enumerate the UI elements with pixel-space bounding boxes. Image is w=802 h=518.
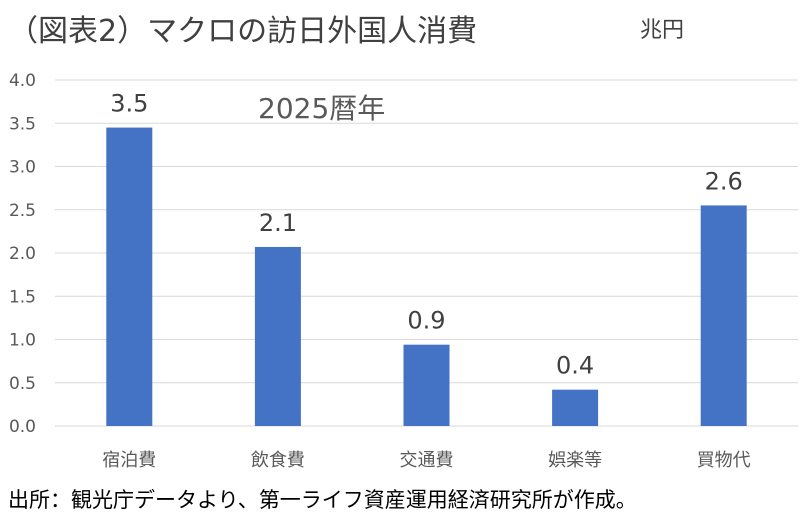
y-tick-label: 2.0 bbox=[9, 244, 36, 264]
bar bbox=[700, 205, 747, 426]
data-label: 0.9 bbox=[407, 307, 445, 335]
data-label: 0.4 bbox=[556, 352, 594, 380]
data-label: 2.1 bbox=[259, 209, 297, 237]
category-label: 宿泊費 bbox=[102, 450, 156, 471]
bar bbox=[552, 389, 599, 426]
bar bbox=[106, 127, 153, 426]
data-label: 2.6 bbox=[705, 167, 743, 195]
y-tick-label: 1.0 bbox=[9, 331, 36, 351]
category-label: 飲食費 bbox=[251, 450, 305, 471]
source-note: 出所：観光庁データより、第一ライフ資産運用経済研究所が作成。 bbox=[8, 488, 637, 512]
category-label: 娯楽等 bbox=[548, 450, 602, 471]
gridlines bbox=[55, 79, 798, 427]
y-tick-label: 3.0 bbox=[9, 158, 36, 178]
bars bbox=[106, 127, 747, 426]
category-label: 買物代 bbox=[697, 450, 751, 471]
y-tick-label: 4.0 bbox=[9, 71, 36, 91]
x-axis-categories: 宿泊費 飲食費 交通費 娯楽等 買物代 bbox=[102, 450, 750, 471]
bar-chart: 0.0 0.5 1.0 1.5 2.0 2.5 3.0 3.5 4.0 3.5 2.1 0.9 0.4… bbox=[9, 71, 798, 471]
unit-label: 兆円 bbox=[640, 18, 685, 43]
category-label: 交通費 bbox=[400, 450, 454, 471]
data-labels: 3.5 2.1 0.9 0.4 2.6 bbox=[110, 90, 743, 380]
y-tick-label: 3.5 bbox=[9, 114, 36, 134]
y-tick-label: 2.5 bbox=[9, 201, 36, 221]
y-tick-label: 0.5 bbox=[9, 374, 36, 394]
y-tick-label: 0.0 bbox=[9, 417, 36, 437]
chart-title: （図表2）マクロの訪日外国人消費 bbox=[8, 14, 478, 49]
period-annotation: 2025暦年 bbox=[258, 92, 385, 125]
y-axis-ticks: 0.0 0.5 1.0 1.5 2.0 2.5 3.0 3.5 4.0 bbox=[9, 71, 36, 437]
bar bbox=[403, 344, 450, 426]
y-tick-label: 1.5 bbox=[9, 287, 36, 307]
bar bbox=[254, 246, 301, 426]
data-label: 3.5 bbox=[110, 90, 148, 118]
